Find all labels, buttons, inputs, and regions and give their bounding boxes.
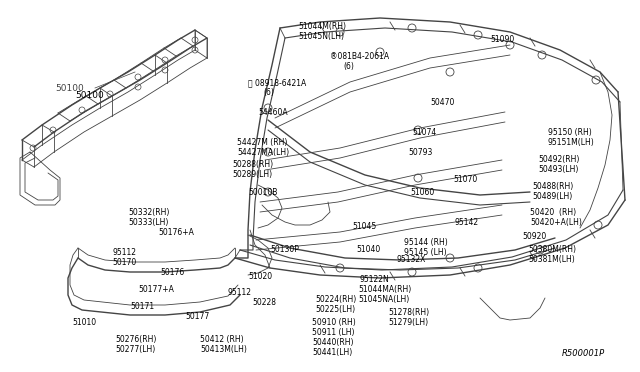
Text: 95142: 95142 bbox=[455, 218, 479, 227]
Text: 51040: 51040 bbox=[356, 245, 380, 254]
Text: 50793: 50793 bbox=[408, 148, 433, 157]
Text: 51010: 51010 bbox=[72, 318, 96, 327]
Text: (6): (6) bbox=[263, 88, 274, 97]
Text: 95151M(LH): 95151M(LH) bbox=[548, 138, 595, 147]
Text: 51090: 51090 bbox=[490, 35, 515, 44]
Text: 50493(LH): 50493(LH) bbox=[538, 165, 579, 174]
Text: 50228: 50228 bbox=[252, 298, 276, 307]
Text: 50277(LH): 50277(LH) bbox=[115, 345, 156, 354]
Text: 50381M(LH): 50381M(LH) bbox=[528, 255, 575, 264]
Text: 50489(LH): 50489(LH) bbox=[532, 192, 572, 201]
Text: Ⓝ 08918-6421A: Ⓝ 08918-6421A bbox=[248, 78, 307, 87]
Text: 51070: 51070 bbox=[453, 175, 477, 184]
Text: 50130P: 50130P bbox=[270, 245, 299, 254]
Text: 95132X: 95132X bbox=[397, 255, 426, 264]
Text: 95144 (RH): 95144 (RH) bbox=[404, 238, 448, 247]
Text: 51020: 51020 bbox=[248, 272, 272, 281]
Text: 50911 (LH): 50911 (LH) bbox=[312, 328, 355, 337]
Text: 50440(RH): 50440(RH) bbox=[312, 338, 353, 347]
Text: 50224(RH): 50224(RH) bbox=[315, 295, 356, 304]
Text: 50171: 50171 bbox=[130, 302, 154, 311]
Text: 50289(LH): 50289(LH) bbox=[232, 170, 272, 179]
Text: 50492(RH): 50492(RH) bbox=[538, 155, 579, 164]
Text: 50177: 50177 bbox=[185, 312, 209, 321]
Text: 95112: 95112 bbox=[112, 248, 136, 257]
Text: 95112: 95112 bbox=[228, 288, 252, 297]
Text: R500001P: R500001P bbox=[562, 349, 605, 358]
Text: 50332(RH): 50332(RH) bbox=[128, 208, 170, 217]
Text: 95145 (LH): 95145 (LH) bbox=[404, 248, 447, 257]
Text: 50920: 50920 bbox=[522, 232, 547, 241]
Text: 50176+A: 50176+A bbox=[158, 228, 194, 237]
Text: 50276(RH): 50276(RH) bbox=[115, 335, 156, 344]
Text: 54460A: 54460A bbox=[258, 108, 287, 117]
Text: 50225(LH): 50225(LH) bbox=[315, 305, 355, 314]
Text: 54427M (RH): 54427M (RH) bbox=[237, 138, 287, 147]
Text: 95150 (RH): 95150 (RH) bbox=[548, 128, 592, 137]
Text: 51044MA(RH): 51044MA(RH) bbox=[358, 285, 412, 294]
Text: 50100: 50100 bbox=[55, 83, 84, 93]
Text: 50100: 50100 bbox=[75, 90, 104, 99]
Text: 50176: 50176 bbox=[160, 268, 184, 277]
Text: 95122N: 95122N bbox=[360, 275, 390, 284]
Text: 51279(LH): 51279(LH) bbox=[388, 318, 428, 327]
Text: 50010B: 50010B bbox=[248, 188, 277, 197]
Text: 50441(LH): 50441(LH) bbox=[312, 348, 352, 357]
Text: 50288(RH): 50288(RH) bbox=[232, 160, 273, 169]
Text: 50177+A: 50177+A bbox=[138, 285, 174, 294]
Text: 50470: 50470 bbox=[430, 98, 454, 107]
Text: 50910 (RH): 50910 (RH) bbox=[312, 318, 356, 327]
Text: (6): (6) bbox=[343, 62, 354, 71]
Text: 51278(RH): 51278(RH) bbox=[388, 308, 429, 317]
Text: 54427MA(LH): 54427MA(LH) bbox=[237, 148, 289, 157]
Text: 50488(RH): 50488(RH) bbox=[532, 182, 573, 191]
Text: 50413M(LH): 50413M(LH) bbox=[200, 345, 247, 354]
Text: 50420+A(LH): 50420+A(LH) bbox=[530, 218, 582, 227]
Text: 51045NA(LH): 51045NA(LH) bbox=[358, 295, 409, 304]
Text: ®081B4-2061A: ®081B4-2061A bbox=[330, 52, 389, 61]
Text: 51060: 51060 bbox=[410, 188, 435, 197]
Text: 50333(LH): 50333(LH) bbox=[128, 218, 168, 227]
Text: 50412 (RH): 50412 (RH) bbox=[200, 335, 244, 344]
Text: 51045: 51045 bbox=[352, 222, 376, 231]
Text: 51045N(LH): 51045N(LH) bbox=[298, 32, 344, 41]
Text: 51074: 51074 bbox=[412, 128, 436, 137]
Text: 50420  (RH): 50420 (RH) bbox=[530, 208, 576, 217]
Text: 50170: 50170 bbox=[112, 258, 136, 267]
Text: 51044M(RH): 51044M(RH) bbox=[298, 22, 346, 31]
Text: 50380M(RH): 50380M(RH) bbox=[528, 245, 576, 254]
